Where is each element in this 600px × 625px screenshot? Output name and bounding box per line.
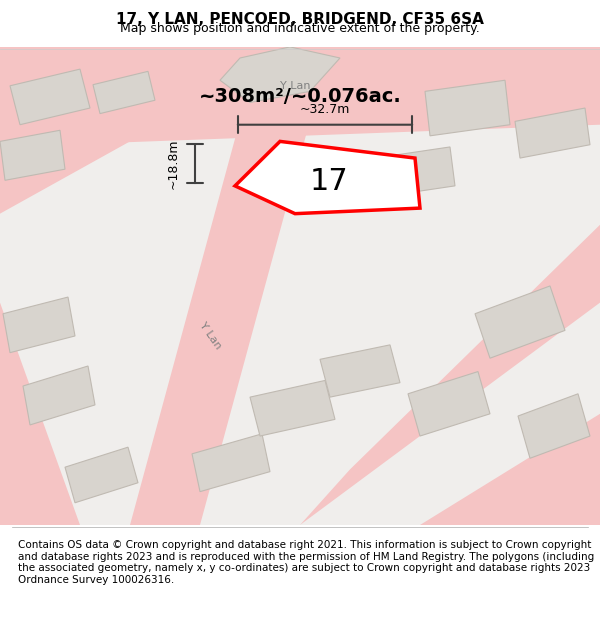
Polygon shape — [0, 47, 230, 214]
Polygon shape — [10, 69, 90, 125]
Text: ~32.7m: ~32.7m — [300, 102, 350, 116]
Text: ~18.8m: ~18.8m — [167, 138, 180, 189]
Text: 17, Y LAN, PENCOED, BRIDGEND, CF35 6SA: 17, Y LAN, PENCOED, BRIDGEND, CF35 6SA — [116, 12, 484, 27]
Text: Map shows position and indicative extent of the property.: Map shows position and indicative extent… — [120, 22, 480, 35]
Polygon shape — [192, 434, 270, 492]
Polygon shape — [250, 381, 335, 436]
Text: 17: 17 — [310, 167, 349, 196]
Polygon shape — [93, 71, 155, 114]
Polygon shape — [408, 371, 490, 436]
Polygon shape — [130, 47, 330, 525]
Polygon shape — [375, 147, 455, 197]
Polygon shape — [518, 394, 590, 458]
Polygon shape — [425, 80, 510, 136]
Polygon shape — [0, 302, 80, 525]
Polygon shape — [235, 141, 420, 214]
Text: Contains OS data © Crown copyright and database right 2021. This information is : Contains OS data © Crown copyright and d… — [18, 540, 594, 585]
Polygon shape — [0, 130, 65, 180]
Polygon shape — [65, 447, 138, 503]
Polygon shape — [475, 286, 565, 358]
Polygon shape — [300, 225, 600, 525]
Polygon shape — [515, 108, 590, 158]
Polygon shape — [23, 366, 95, 425]
Polygon shape — [0, 47, 600, 147]
Polygon shape — [320, 345, 400, 397]
Text: Y Lan: Y Lan — [280, 81, 310, 91]
Polygon shape — [220, 47, 340, 102]
Polygon shape — [380, 414, 600, 525]
Polygon shape — [3, 297, 75, 352]
Text: ~308m²/~0.076ac.: ~308m²/~0.076ac. — [199, 88, 401, 106]
Text: Y Lan: Y Lan — [197, 321, 223, 351]
